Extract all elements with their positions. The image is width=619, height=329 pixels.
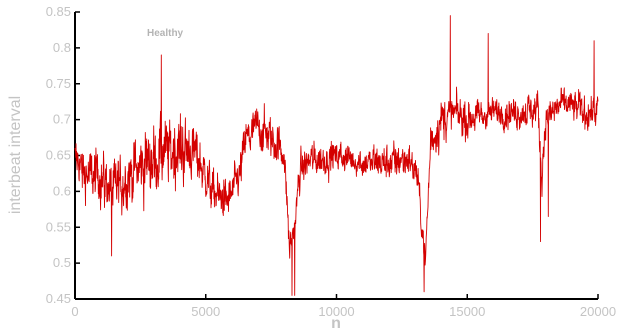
y-tick-label: 0.85 — [46, 4, 71, 19]
x-tick-label: 10000 — [318, 304, 354, 319]
x-tick-label: 5000 — [191, 304, 220, 319]
y-tick-label: 0.5 — [53, 255, 71, 270]
y-tick-label: 0.45 — [46, 291, 71, 306]
y-axis-ticks: 0.45 0.5 0.55 0.6 0.65 0.7 0.75 0.8 0.85 — [46, 4, 80, 306]
y-tick-label: 0.6 — [53, 183, 71, 198]
x-axis-title: n — [331, 315, 341, 329]
series-line-interbeat-interval — [74, 15, 599, 296]
chart-annotation: Healthy — [147, 28, 184, 39]
y-tick-label: 0.65 — [46, 148, 71, 163]
y-axis: 0.45 0.5 0.55 0.6 0.65 0.7 0.75 0.8 0.85 interbe… — [7, 4, 80, 306]
x-tick-label: 15000 — [449, 304, 485, 319]
y-tick-label: 0.8 — [53, 40, 71, 55]
y-tick-label: 0.55 — [46, 219, 71, 234]
x-tick-label: 20000 — [580, 304, 616, 319]
x-axis: 0 5000 10000 15000 20000 n — [71, 294, 616, 329]
x-tick-label: 0 — [71, 304, 78, 319]
x-axis-ticks: 0 5000 10000 15000 20000 — [71, 294, 616, 319]
y-axis-title: interbeat interval — [7, 96, 24, 214]
y-tick-label: 0.75 — [46, 76, 71, 91]
y-tick-label: 0.7 — [53, 112, 71, 127]
